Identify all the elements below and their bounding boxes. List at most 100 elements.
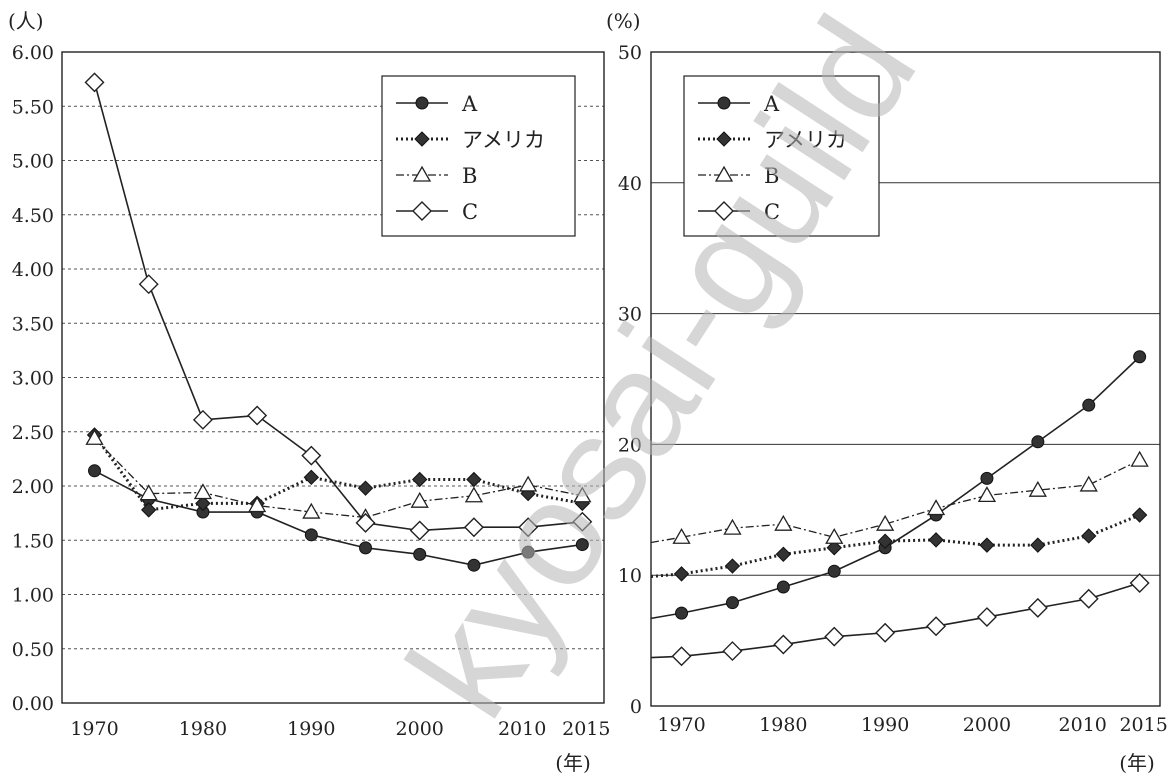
data-point — [572, 511, 593, 532]
data-point — [1130, 450, 1149, 467]
data-point — [980, 471, 994, 485]
data-point — [301, 445, 322, 466]
data-point — [723, 518, 742, 535]
y-tick-label: 6.00 — [12, 42, 54, 64]
x-unit-label: (年) — [555, 751, 591, 775]
x-tick-label: 1990 — [287, 718, 335, 740]
data-point — [1027, 597, 1048, 618]
data-point — [141, 502, 157, 518]
data-point — [518, 475, 538, 492]
y-tick-label: 4.00 — [12, 259, 54, 281]
data-point — [725, 596, 739, 610]
x-tick-label: 1980 — [179, 718, 227, 740]
data-point — [85, 428, 104, 445]
x-tick-label: 1970 — [70, 718, 118, 740]
y-tick-label: 5.50 — [12, 96, 54, 118]
series-line-3 — [650, 582, 1140, 659]
data-point — [671, 646, 692, 667]
data-point — [466, 471, 482, 488]
data-point — [1028, 480, 1047, 497]
y-tick-label: 0.00 — [12, 693, 54, 715]
data-point — [463, 517, 484, 538]
legend-label: B — [462, 164, 477, 188]
data-point — [412, 471, 428, 488]
data-point — [575, 538, 589, 552]
x-tick-label: 2000 — [963, 714, 1011, 736]
data-point — [722, 641, 743, 662]
x-tick-label: 2000 — [396, 718, 444, 740]
data-point — [1131, 507, 1148, 523]
data-point — [675, 606, 689, 620]
legend-marker — [412, 165, 432, 182]
y-tick-label: 0.50 — [12, 639, 54, 661]
legend-label: A — [461, 92, 478, 116]
x-tick-label: 1980 — [759, 714, 807, 736]
data-point — [192, 409, 213, 430]
legend-label: アメリカ — [764, 128, 847, 152]
data-point — [138, 274, 159, 295]
y-tick-label: 2.00 — [12, 476, 54, 498]
data-point — [724, 558, 741, 574]
y-tick-label: 10 — [618, 565, 642, 587]
data-point — [1078, 588, 1099, 609]
legend-marker — [412, 201, 432, 221]
data-point — [979, 537, 995, 553]
data-point — [359, 541, 373, 555]
data-point — [413, 547, 427, 561]
legend-marker — [414, 131, 430, 147]
series-line-2 — [94, 437, 583, 519]
x-tick-label: 2015 — [1119, 714, 1167, 736]
data-point — [673, 566, 690, 582]
y-tick-label: 2.50 — [12, 422, 54, 444]
data-point — [825, 527, 844, 544]
data-point — [464, 486, 484, 503]
legend-marker — [415, 96, 429, 110]
y-tick-label: 20 — [618, 434, 642, 456]
data-point — [876, 514, 895, 531]
data-point — [521, 545, 535, 559]
legend-box — [381, 75, 576, 237]
data-point — [928, 532, 944, 548]
data-point — [303, 469, 320, 486]
data-point — [84, 72, 105, 93]
y-unit-label: (人) — [8, 9, 44, 33]
birth-rate-chart: 0.00 0.50 1.00 1.50 2.00 2.50 3.00 3.50 4.00 4.50… — [8, 9, 610, 775]
data-point — [672, 527, 691, 544]
series-line-2 — [650, 459, 1140, 544]
data-point — [193, 483, 213, 500]
data-point — [926, 616, 947, 637]
data-point — [1079, 475, 1098, 492]
plot-frame — [650, 51, 1161, 707]
data-point — [976, 607, 997, 628]
legend-label: C — [764, 200, 780, 224]
y-tick-label: 1.00 — [12, 585, 54, 607]
data-point — [824, 626, 845, 647]
y-tick-label: 0 — [630, 696, 642, 718]
legend-marker — [714, 201, 734, 221]
x-tick-label: 2010 — [1059, 714, 1107, 736]
data-point — [518, 517, 539, 538]
x-unit-label: (年) — [1119, 751, 1155, 775]
data-point — [355, 512, 376, 533]
series-line-0 — [94, 470, 583, 567]
data-point — [304, 528, 318, 542]
legend-label: B — [764, 164, 779, 188]
data-point — [776, 580, 790, 594]
data-point — [875, 622, 896, 643]
data-point — [1031, 435, 1045, 449]
x-tick-label: 1990 — [861, 714, 909, 736]
legend-label: A — [763, 92, 780, 116]
data-point — [773, 634, 794, 655]
legend-marker — [716, 131, 732, 147]
data-point — [247, 496, 267, 513]
elderly-ratio-chart: 0 10 20 30 40 50 1970 1980 1990 2000 2010 2015 (%) (年… — [606, 9, 1168, 775]
legend-marker — [714, 165, 734, 182]
data-point — [775, 546, 792, 562]
data-point — [409, 520, 430, 541]
data-point — [1030, 537, 1046, 553]
y-tick-label: 1.50 — [12, 530, 54, 552]
y-tick-label: 50 — [618, 42, 642, 64]
data-point — [467, 558, 481, 572]
y-tick-label: 30 — [618, 304, 642, 326]
